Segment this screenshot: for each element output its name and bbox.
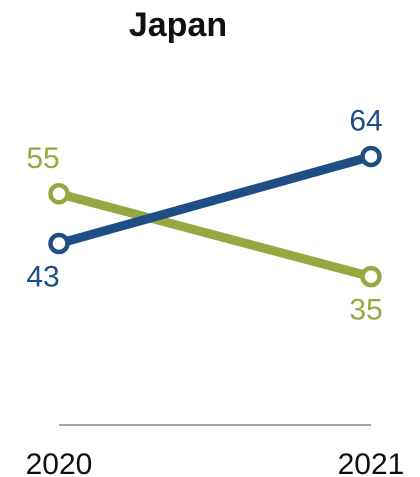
- series-0-point: [360, 145, 382, 168]
- series-line-1: [54, 189, 376, 282]
- series-0-point: [48, 232, 70, 255]
- data-label: 64: [349, 105, 382, 138]
- x-tick-label: 2021: [338, 448, 405, 477]
- data-label: 35: [349, 294, 382, 327]
- series-line-0: [54, 152, 376, 248]
- data-label: 55: [26, 142, 59, 175]
- series-1-point: [48, 183, 70, 205]
- chart-title: Japan: [128, 6, 228, 44]
- data-label: 43: [26, 261, 59, 294]
- x-tick-label: 2020: [26, 448, 93, 477]
- series-1-point: [360, 265, 382, 288]
